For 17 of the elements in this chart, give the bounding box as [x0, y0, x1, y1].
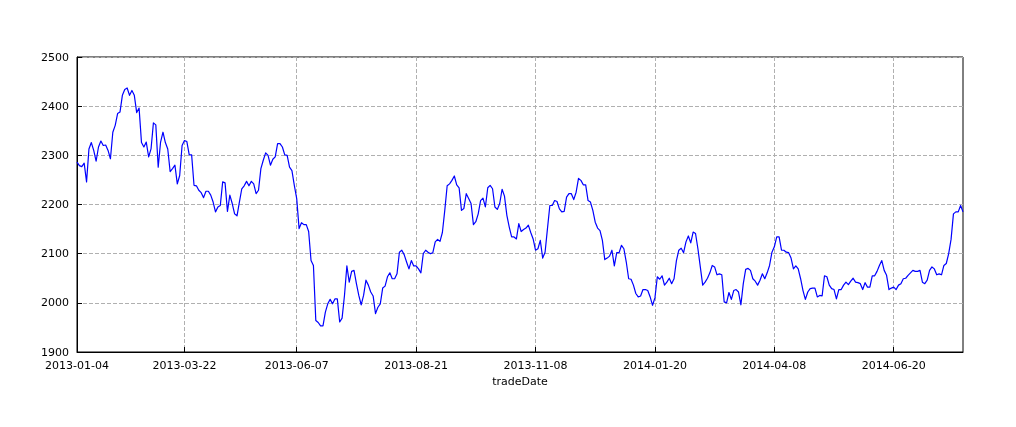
x-tick-label: 2014-04-08 [742, 359, 807, 372]
line-series [76, 87, 964, 327]
y-tick-label: 2100 [41, 247, 69, 261]
x-tick-label: 2013-08-21 [384, 359, 449, 372]
x-tick-label: 2013-06-07 [264, 359, 329, 372]
y-tick-label: 2000 [41, 296, 69, 310]
y-tick-label: 2400 [41, 99, 69, 113]
x-tick-label: 2013-03-22 [152, 359, 217, 372]
x-tick-label: 2014-01-20 [622, 359, 687, 372]
x-axis-title: tradeDate [492, 374, 549, 388]
x-tick-label: 2014-06-20 [861, 359, 926, 372]
x-tick-label: 2013-11-08 [503, 359, 568, 372]
y-tick-label: 1900 [41, 345, 69, 359]
y-tick-label: 2500 [41, 50, 69, 64]
x-tick-label: 2013-01-04 [45, 359, 109, 372]
y-tick-label: 2300 [41, 148, 69, 162]
y-tick-label: 2200 [41, 198, 69, 211]
